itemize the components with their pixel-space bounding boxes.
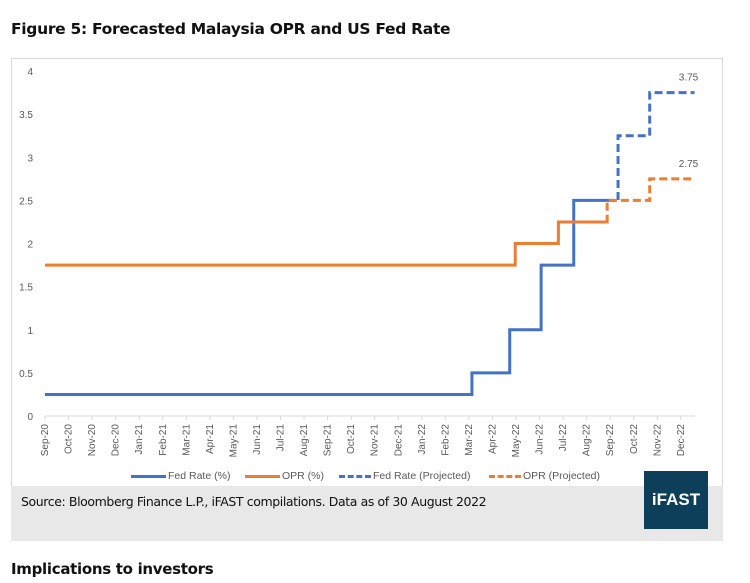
- legend-swatch-opr-projected: [489, 474, 521, 478]
- x-tick-label: May-21: [228, 424, 239, 458]
- legend-opr: OPR (%): [245, 470, 324, 482]
- legend-swatch-opr: [245, 474, 280, 478]
- x-tick-label: Sep-22: [605, 424, 616, 457]
- x-tick-label: Jun-21: [252, 424, 263, 455]
- x-tick-label: May-22: [511, 424, 522, 458]
- series-line-opr: [45, 220, 607, 267]
- source-band: [11, 486, 723, 541]
- x-tick-label: Jul-21: [276, 424, 287, 452]
- y-tick-label: 3: [27, 153, 33, 164]
- x-tick-label: Oct-22: [629, 424, 640, 454]
- legend-fed-rate: Fed Rate (%): [131, 470, 230, 482]
- x-tick-label: Nov-22: [652, 424, 663, 457]
- x-tick-label: Nov-20: [87, 424, 98, 457]
- x-tick-label: Oct-21: [346, 424, 357, 454]
- series-line-opr-projected: [605, 177, 695, 224]
- legend-fed-projected: Fed Rate (Projected): [339, 470, 470, 482]
- series-line-fed-rate-projected: [606, 91, 695, 202]
- x-tick-label: Apr-22: [487, 424, 498, 454]
- y-tick-label: 2: [27, 240, 33, 251]
- x-tick-label: Jan-21: [134, 424, 145, 455]
- x-tick-label: Dec-22: [676, 424, 687, 457]
- legend-swatch-fed-rate: [131, 474, 166, 478]
- y-tick-label: 0: [27, 412, 33, 423]
- x-tick-label: Mar-21: [181, 424, 192, 456]
- data-label: 3.75: [679, 73, 699, 84]
- ifast-logo: iFAST: [644, 471, 708, 529]
- legend-label: OPR (Projected): [523, 470, 601, 482]
- x-tick-label: Sep-21: [323, 424, 334, 457]
- series-line-fed-rate: [45, 198, 607, 396]
- x-tick-label: Jul-22: [558, 424, 569, 452]
- legend-opr-projected: OPR (Projected): [489, 470, 600, 482]
- x-tick-label: Aug-21: [299, 424, 310, 457]
- y-tick-label: 2.5: [19, 196, 33, 207]
- y-tick-label: 4: [27, 67, 33, 78]
- data-label: 2.75: [679, 159, 699, 170]
- x-tick-label: Aug-22: [582, 424, 593, 457]
- source-note: Source: Bloomberg Finance L.P., iFAST co…: [21, 494, 487, 509]
- y-tick-label: 1.5: [19, 283, 33, 294]
- legend-swatch-fed-projected: [339, 474, 371, 478]
- x-tick-label: Jun-22: [535, 424, 546, 455]
- x-tick-label: Nov-21: [370, 424, 381, 457]
- y-tick-label: 0.5: [19, 369, 33, 380]
- x-tick-label: Dec-21: [393, 424, 404, 457]
- figure-title: Figure 5: Forecasted Malaysia OPR and US…: [11, 20, 451, 38]
- x-tick-label: Feb-21: [158, 424, 169, 456]
- x-tick-label: Dec-20: [111, 424, 122, 457]
- x-tick-label: Mar-22: [464, 424, 475, 456]
- x-tick-label: Apr-21: [205, 424, 216, 454]
- y-tick-label: 3.5: [19, 110, 33, 121]
- legend-label: Fed Rate (Projected): [373, 470, 471, 482]
- x-tick-label: Feb-22: [440, 424, 451, 456]
- legend-label: Fed Rate (%): [168, 470, 231, 482]
- x-tick-label: Jan-22: [417, 424, 428, 455]
- x-tick-label: Oct-20: [64, 424, 75, 454]
- x-tick-label: Sep-20: [40, 424, 51, 457]
- legend-label: OPR (%): [282, 470, 324, 482]
- logo-text: iFAST: [651, 490, 701, 509]
- y-tick-label: 1: [27, 326, 33, 337]
- section-heading: Implications to investors: [11, 560, 214, 578]
- chart-frame: [11, 58, 723, 541]
